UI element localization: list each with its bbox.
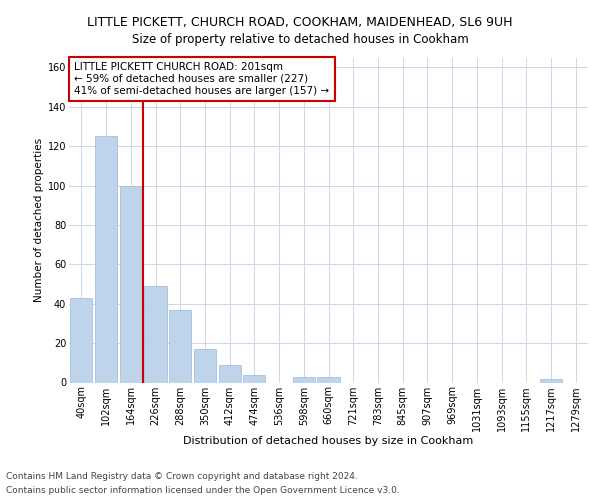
Bar [293, 376, 315, 382]
Y-axis label: Number of detached properties: Number of detached properties [34, 138, 44, 302]
Text: LITTLE PICKETT, CHURCH ROAD, COOKHAM, MAIDENHEAD, SL6 9UH: LITTLE PICKETT, CHURCH ROAD, COOKHAM, MA… [87, 16, 513, 29]
Bar [218, 365, 241, 382]
X-axis label: Distribution of detached houses by size in Cookham: Distribution of detached houses by size … [184, 436, 473, 446]
Bar [70, 298, 92, 382]
Bar [194, 349, 216, 382]
Bar [95, 136, 117, 382]
Bar [119, 186, 142, 382]
Bar [169, 310, 191, 382]
Bar [540, 378, 562, 382]
Bar [317, 376, 340, 382]
Text: Contains public sector information licensed under the Open Government Licence v3: Contains public sector information licen… [6, 486, 400, 495]
Bar [145, 286, 167, 382]
Text: Contains HM Land Registry data © Crown copyright and database right 2024.: Contains HM Land Registry data © Crown c… [6, 472, 358, 481]
Text: Size of property relative to detached houses in Cookham: Size of property relative to detached ho… [131, 34, 469, 46]
Text: LITTLE PICKETT CHURCH ROAD: 201sqm
← 59% of detached houses are smaller (227)
41: LITTLE PICKETT CHURCH ROAD: 201sqm ← 59%… [74, 62, 329, 96]
Bar [243, 374, 265, 382]
